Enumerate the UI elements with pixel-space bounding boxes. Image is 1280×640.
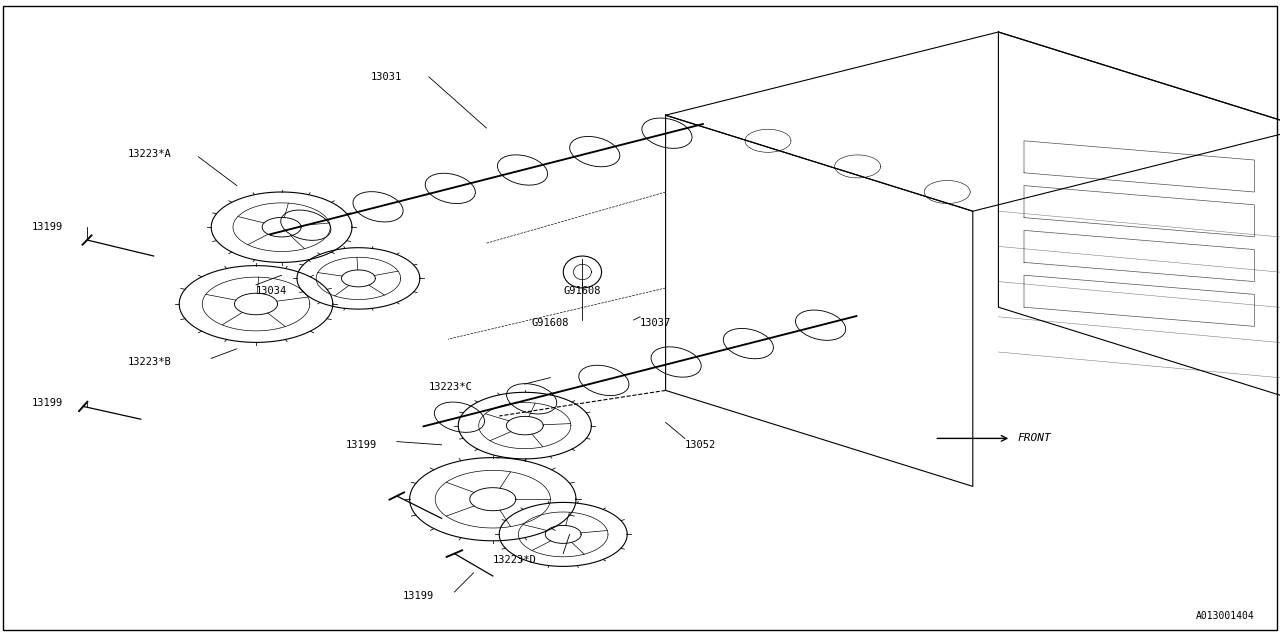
Text: 13031: 13031	[371, 72, 402, 82]
Text: 13199: 13199	[32, 398, 63, 408]
Text: G91608: G91608	[563, 286, 600, 296]
Text: A013001404: A013001404	[1196, 611, 1254, 621]
Text: FRONT: FRONT	[1018, 433, 1051, 444]
Text: 13034: 13034	[256, 286, 287, 296]
Text: 13199: 13199	[403, 591, 434, 602]
Text: 13223*A: 13223*A	[128, 148, 172, 159]
Text: 13037: 13037	[640, 318, 671, 328]
Text: G91608: G91608	[531, 318, 568, 328]
Text: 13199: 13199	[32, 222, 63, 232]
Text: 13052: 13052	[685, 440, 716, 450]
Text: 13223*D: 13223*D	[493, 555, 536, 565]
Text: 13223*C: 13223*C	[429, 382, 472, 392]
Text: 13199: 13199	[346, 440, 376, 450]
Text: 13223*B: 13223*B	[128, 356, 172, 367]
